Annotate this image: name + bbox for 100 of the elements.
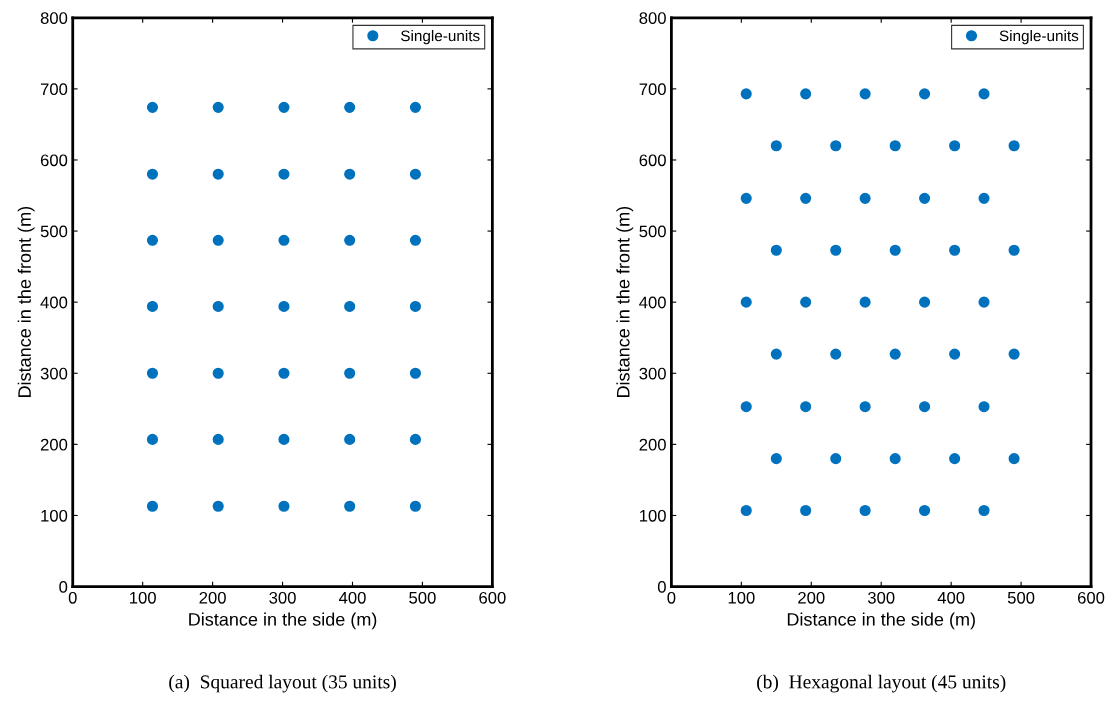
point: [344, 367, 356, 379]
y-tick-label: 0: [657, 580, 666, 593]
point: [800, 401, 812, 413]
point: [830, 453, 842, 465]
y-tick-label: 100: [41, 509, 68, 522]
y-tick-label: 700: [639, 83, 666, 96]
point: [344, 168, 356, 180]
point: [800, 192, 812, 204]
point: [978, 401, 990, 413]
point: [146, 433, 159, 445]
point: [409, 367, 421, 379]
point: [212, 234, 224, 246]
point: [212, 433, 224, 445]
point: [1008, 244, 1020, 256]
y-tick-label: 800: [40, 12, 68, 24]
point: [409, 168, 421, 180]
point: [978, 192, 990, 204]
y-tick-label: 400: [639, 296, 666, 309]
x-tick-label: 400: [937, 591, 965, 604]
point: [146, 234, 159, 246]
point: [212, 300, 224, 312]
y-tick-label: 800: [639, 12, 666, 24]
point: [949, 244, 961, 256]
point: [212, 101, 224, 113]
x-tick-label: 100: [130, 591, 156, 604]
point: [278, 433, 290, 445]
point: [889, 140, 901, 152]
point: [949, 453, 961, 465]
y-tick-label: 600: [639, 154, 666, 167]
point: [1008, 140, 1020, 152]
point: [740, 296, 752, 308]
x-tick-label: 600: [1077, 591, 1105, 604]
point: [740, 192, 752, 204]
point: [278, 367, 290, 379]
x-tick-label: 500: [409, 591, 436, 604]
point: [146, 367, 159, 379]
legend-label: Single-units: [401, 30, 480, 45]
point: [278, 234, 290, 246]
point: [278, 101, 290, 113]
point: [859, 192, 871, 204]
point: [409, 101, 421, 113]
y-tick-label: 100: [640, 509, 666, 522]
point: [889, 244, 901, 256]
point: [146, 300, 159, 312]
point: [919, 192, 931, 204]
y-tick-label: 200: [40, 438, 68, 451]
point: [740, 401, 752, 413]
y-axis-title: Distance in the front (m): [17, 206, 35, 398]
point: [1008, 348, 1020, 360]
point: [409, 500, 421, 512]
text: (b) Hexagonal layout (45 units): [757, 674, 1006, 693]
point: [919, 504, 931, 517]
point: [344, 300, 356, 312]
x-tick-label: 500: [1007, 591, 1035, 604]
x-tick-label: 200: [798, 591, 825, 604]
point: [212, 500, 224, 512]
point: [344, 234, 356, 246]
y-tick-label: 200: [639, 438, 666, 451]
point: [770, 348, 782, 360]
point: [830, 348, 842, 360]
point: [740, 88, 752, 100]
point: [800, 88, 812, 100]
point: [344, 500, 356, 512]
x-tick-label: 100: [728, 591, 755, 604]
point: [409, 300, 421, 312]
legend-label: Single-units: [999, 30, 1079, 45]
point: [800, 504, 812, 517]
point: [212, 168, 224, 180]
x-tick-label: 400: [338, 591, 366, 604]
point: [146, 168, 159, 180]
point: [740, 504, 752, 517]
point: [919, 296, 931, 308]
point: [146, 101, 159, 113]
point: [949, 140, 961, 152]
point: [770, 140, 782, 152]
point: [409, 433, 421, 445]
point: [278, 168, 290, 180]
point: [859, 88, 871, 100]
point: [800, 296, 812, 308]
x-tick-label: 200: [199, 591, 226, 604]
point: [344, 433, 356, 445]
x-axis-title: Distance in the side (m): [189, 612, 377, 630]
point: [859, 504, 871, 517]
y-tick-label: 300: [639, 367, 666, 380]
point: [978, 296, 990, 308]
y-tick-label: 600: [40, 154, 68, 167]
point: [212, 367, 224, 379]
y-tick-label: 500: [40, 225, 68, 238]
point: [146, 500, 159, 512]
x-tick-label: 600: [479, 591, 506, 604]
point: [770, 244, 782, 256]
point: [859, 401, 871, 413]
x-tick-label: 0: [667, 591, 676, 604]
text: (a) Squared layout (35 units): [169, 674, 396, 693]
x-tick-label: 300: [269, 591, 296, 604]
point: [344, 101, 356, 113]
point: [770, 453, 782, 465]
y-tick-label: 0: [59, 580, 68, 593]
point: [409, 234, 421, 246]
point: [889, 453, 901, 465]
